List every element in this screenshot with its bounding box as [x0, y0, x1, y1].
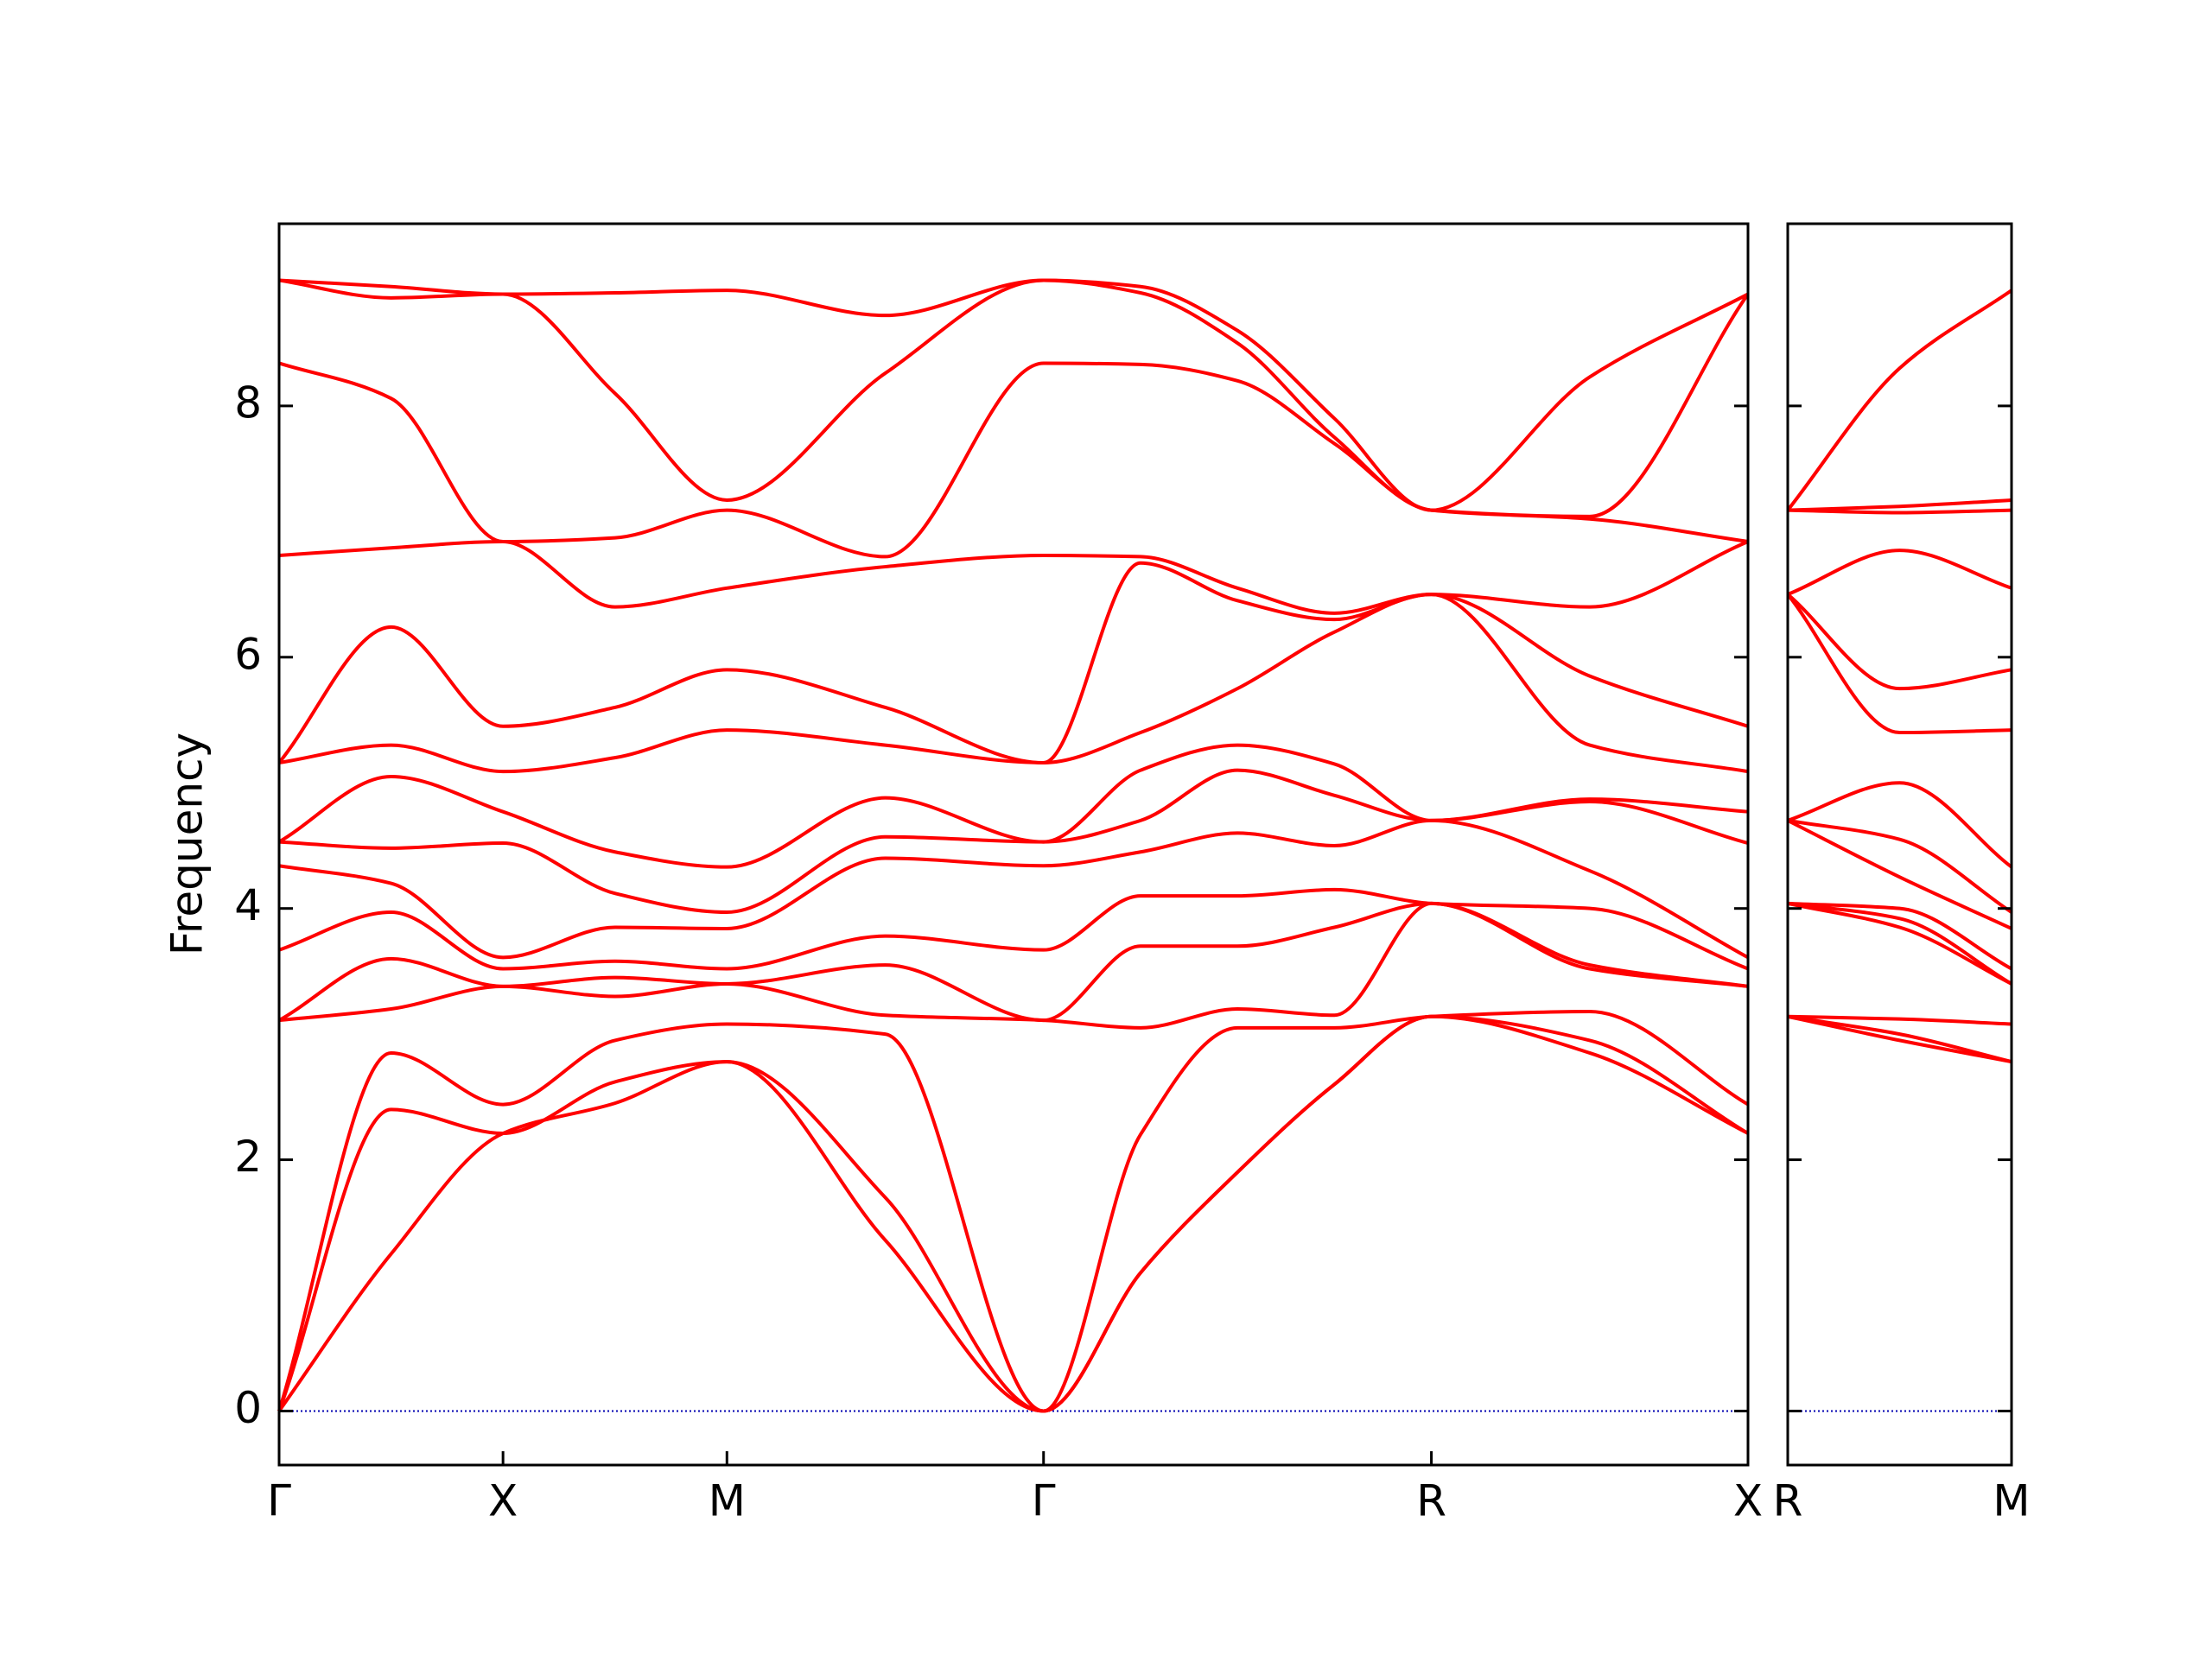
band-line	[1787, 901, 2013, 986]
y-tick-label: 6	[234, 629, 262, 679]
x-tick-label: X	[488, 1476, 518, 1526]
x-tick-label: R	[1416, 1476, 1446, 1526]
band-line	[1787, 819, 2012, 930]
band-line	[278, 887, 1749, 971]
band-line	[278, 901, 1749, 1030]
band-line	[278, 539, 1749, 615]
band-line	[277, 1014, 1749, 1413]
y-tick-label: 4	[234, 880, 262, 930]
band-line	[1787, 508, 2012, 515]
band-line	[1787, 781, 2013, 869]
band-line	[1787, 498, 2012, 512]
band-line	[1787, 549, 2012, 596]
band-line	[277, 743, 1749, 869]
x-tick-label: Γ	[267, 1476, 291, 1526]
x-tick-label: X	[1733, 1476, 1763, 1526]
band-line	[278, 768, 1749, 915]
band-line	[1786, 593, 2012, 735]
band-line	[278, 818, 1749, 960]
band-line	[278, 361, 1749, 559]
band-line	[1787, 818, 2013, 914]
plot-frame	[277, 222, 1750, 1467]
band-line	[277, 1009, 1750, 1413]
y-axis-label: Frequency	[162, 733, 213, 955]
plot-frame	[1786, 222, 2013, 1467]
y-tick-label: 2	[234, 1132, 262, 1182]
band-line	[1787, 901, 2012, 971]
x-tick-label: Γ	[1032, 1476, 1056, 1526]
band-line	[277, 1014, 1750, 1413]
x-tick-label: M	[1993, 1476, 2030, 1526]
band-line	[1787, 1014, 2012, 1064]
band-line	[1787, 1014, 2012, 1064]
band-line	[1786, 289, 2013, 511]
band-line	[1787, 1014, 2012, 1026]
band-line	[278, 278, 1750, 518]
band-line	[278, 593, 1749, 774]
x-tick-label: M	[709, 1476, 746, 1526]
y-tick-label: 0	[234, 1383, 262, 1433]
band-line	[277, 561, 1749, 764]
band-line	[278, 901, 1749, 1023]
x-tick-label: R	[1773, 1476, 1803, 1526]
y-tick-label: 8	[234, 377, 262, 428]
band-line	[1787, 901, 2012, 986]
band-line	[278, 278, 1749, 512]
band-line	[1786, 593, 2012, 691]
